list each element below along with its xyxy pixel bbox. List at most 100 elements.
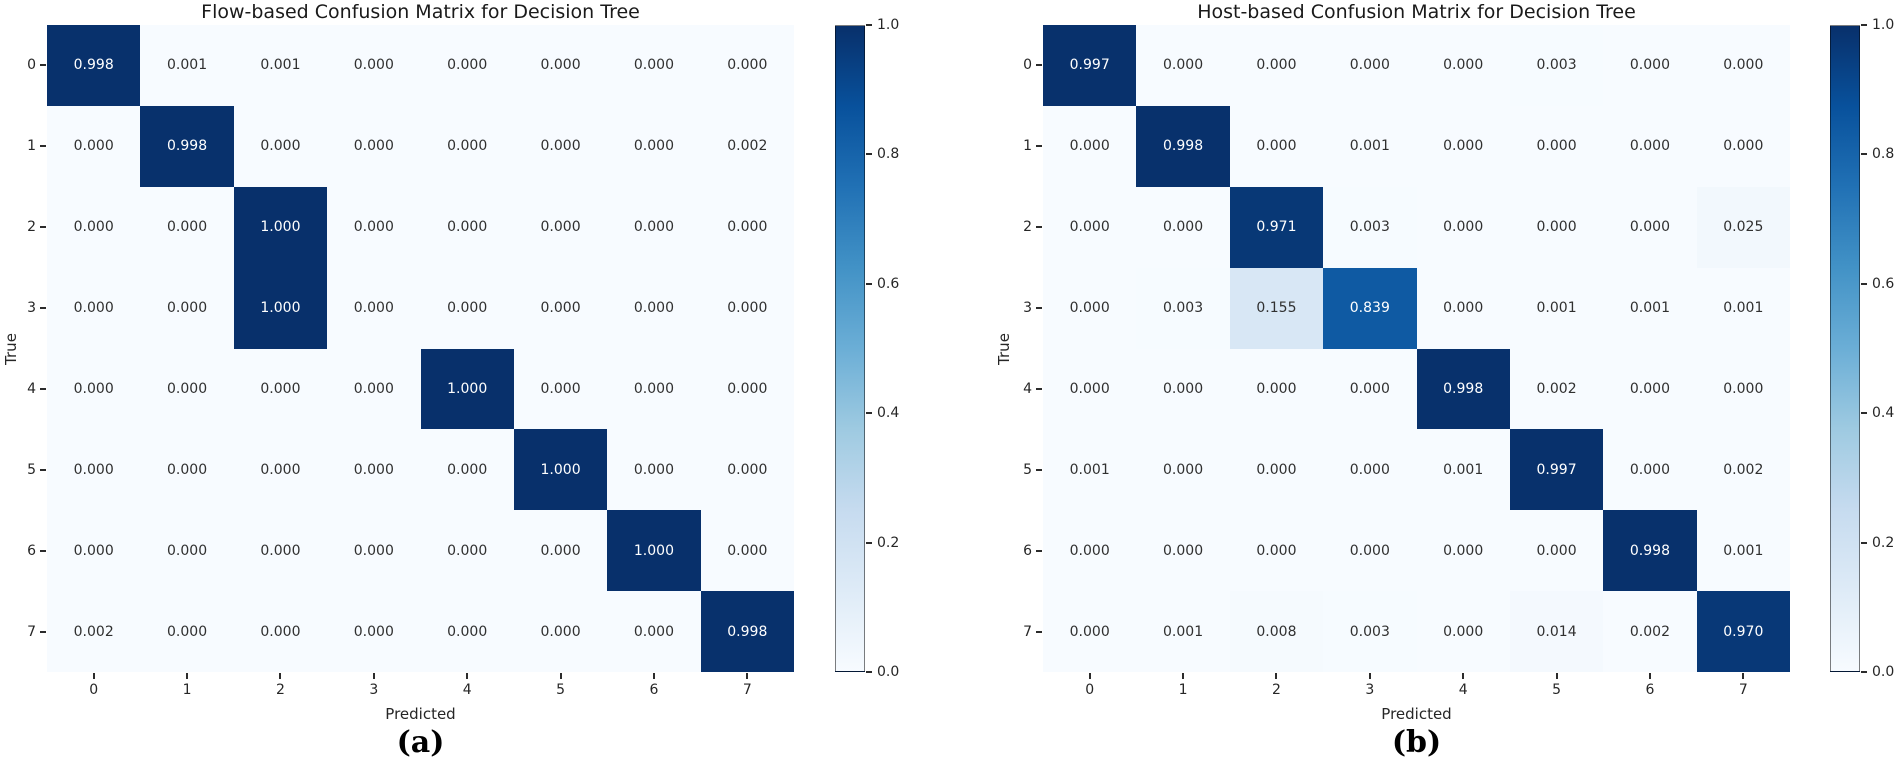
y-tick-label: 4	[1023, 380, 1032, 397]
colorbar-ticks: 1.0 0.8 0.6 0.4 0.2 0.0	[866, 17, 926, 680]
heatmap-cell: 0.000	[1136, 348, 1230, 430]
cell-value: 0.000	[167, 219, 208, 236]
cell-value: 0.000	[633, 57, 674, 74]
cell-value: 0.000	[727, 461, 768, 478]
colorbar-tick: 0.8	[1861, 146, 1894, 162]
heatmap-cell: 0.000	[700, 429, 794, 511]
x-tick-label: 6	[649, 682, 659, 698]
cell-value: 0.000	[1443, 138, 1484, 155]
heatmap-cell: 0.000	[1509, 105, 1604, 187]
x-tick-label: 1	[182, 682, 192, 698]
y-tick: 1	[996, 106, 1042, 187]
tick-mark	[1742, 673, 1745, 679]
cell-value: 0.000	[260, 380, 301, 397]
x-axis-ticks: 0 1 2 3 4 5 6 7	[47, 672, 794, 702]
colorbar-tick-label: 0.4	[1872, 405, 1895, 422]
tick-mark	[1088, 673, 1091, 679]
y-tick: 6	[996, 510, 1042, 591]
colorbar-tick-label: 0.2	[877, 534, 900, 551]
colorbar	[835, 25, 865, 672]
cell-value: 0.003	[1349, 623, 1390, 640]
y-tick-label: 2	[27, 219, 36, 236]
y-tick-label: 1	[1023, 138, 1032, 155]
heatmap-cell: 0.000	[513, 186, 608, 268]
tick-mark	[866, 282, 872, 285]
heatmap-cell: 0.000	[1136, 429, 1230, 511]
heatmap-cell: 0.000	[607, 591, 701, 672]
heatmap-cell: 0.000	[140, 186, 234, 268]
x-tick: 5	[514, 672, 607, 702]
heatmap-cell: 0.000	[327, 510, 421, 592]
colorbar-tick-label: 0.6	[877, 275, 900, 292]
cell-value: 0.000	[447, 300, 488, 317]
tick-mark	[372, 673, 375, 679]
cell-value: 0.998	[727, 623, 768, 640]
heatmap-cell: 0.998	[700, 591, 794, 672]
tick-mark	[1036, 387, 1042, 390]
colorbar-tick: 0.6	[866, 276, 899, 292]
heatmap-cell: 0.000	[607, 429, 701, 511]
x-tick-label: 7	[1738, 682, 1748, 698]
tick-mark	[40, 307, 46, 310]
tick-mark	[1861, 24, 1867, 26]
tick-mark	[40, 226, 46, 229]
heatmap-cell: 0.000	[607, 25, 701, 106]
heatmap-cell: 0.000	[1509, 186, 1604, 268]
cell-value: 0.997	[1536, 461, 1577, 478]
y-tick: 1	[0, 106, 46, 187]
heatmap-cell: 0.000	[1603, 429, 1697, 511]
heatmap-cell: 0.998	[1603, 510, 1697, 592]
cell-value: 0.000	[73, 461, 114, 478]
tick-mark	[1036, 549, 1042, 552]
cell-value: 0.000	[1443, 219, 1484, 236]
heatmap-cell: 0.000	[420, 429, 514, 511]
cell-value: 0.000	[353, 623, 394, 640]
heatmap-cell: 0.003	[1323, 186, 1417, 268]
heatmap-cell: 0.001	[233, 25, 328, 106]
cell-value: 0.000	[260, 461, 301, 478]
heatmap-cell: 1.000	[607, 510, 701, 592]
cell-value: 0.998	[1163, 138, 1204, 155]
heatmap-cell: 0.000	[47, 429, 141, 511]
tick-mark	[1861, 541, 1867, 544]
cell-value: 0.000	[1443, 57, 1484, 74]
heatmap-cell: 0.000	[1603, 25, 1697, 106]
cell-value: 0.000	[1629, 57, 1670, 74]
heatmap-cell: 0.998	[47, 25, 141, 106]
heatmap-cell: 0.000	[140, 510, 234, 592]
heatmap-cell: 0.000	[1229, 105, 1324, 187]
heatmap-cell: 0.000	[327, 267, 421, 349]
cell-value: 0.000	[1069, 380, 1110, 397]
heatmap-cell: 0.025	[1696, 186, 1790, 268]
x-tick-label: 4	[462, 682, 472, 698]
cell-value: 0.000	[1069, 138, 1110, 155]
colorbar-tick: 1.0	[866, 17, 899, 33]
cell-value: 0.003	[1536, 57, 1577, 74]
heatmap-cell: 0.998	[140, 105, 234, 187]
x-tick-label: 4	[1458, 682, 1468, 698]
y-tick-label: 6	[1023, 542, 1032, 559]
tick-mark	[866, 541, 872, 544]
cell-value: 0.000	[1443, 542, 1484, 559]
cell-value: 0.000	[1163, 380, 1204, 397]
heatmap-cell: 0.000	[1229, 429, 1324, 511]
heatmap-cell: 0.000	[1416, 105, 1510, 187]
heatmap-cell: 0.000	[47, 510, 141, 592]
cell-value: 0.000	[1629, 461, 1670, 478]
colorbar-tick-label: 1.0	[877, 17, 900, 33]
colorbar-tick-label: 1.0	[1872, 17, 1895, 33]
x-tick-label: 3	[1365, 682, 1375, 698]
cell-value: 0.000	[1256, 57, 1297, 74]
cell-value: 0.000	[727, 380, 768, 397]
tick-mark	[1861, 153, 1867, 156]
colorbar-tick-label: 0.8	[877, 146, 900, 163]
x-axis-ticks: 0 1 2 3 4 5 6 7	[1043, 672, 1790, 702]
cell-value: 0.000	[353, 138, 394, 155]
cell-value: 1.000	[260, 300, 301, 317]
heatmap-cell: 0.000	[513, 591, 608, 672]
heatmap-cell: 0.000	[327, 429, 421, 511]
heatmap-cell: 0.000	[233, 510, 328, 592]
heatmap-cell: 0.000	[1136, 510, 1230, 592]
tick-mark	[866, 153, 872, 156]
heatmap-cell: 0.000	[420, 186, 514, 268]
